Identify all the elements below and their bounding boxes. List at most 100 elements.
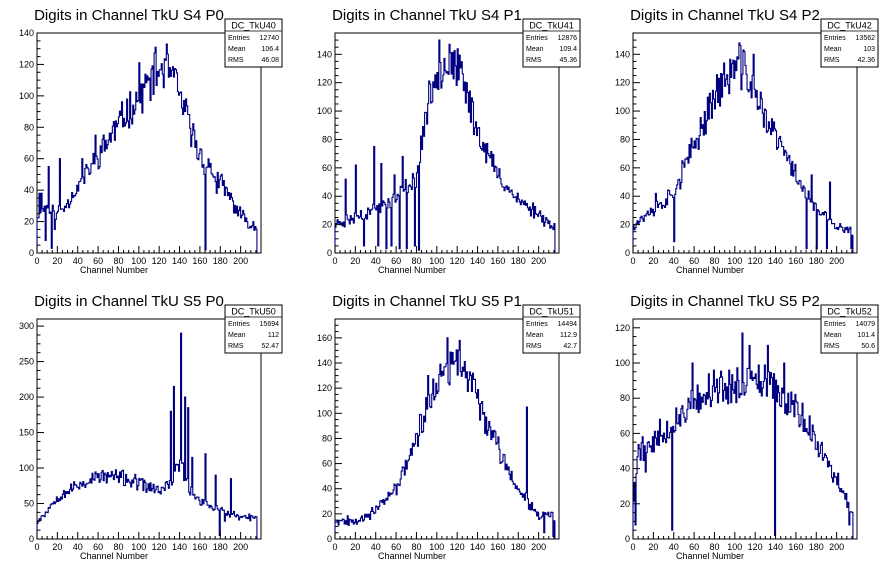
- stats-key: Mean: [228, 46, 246, 53]
- x-tick-label: 100: [131, 542, 146, 552]
- x-tick-label: 140: [768, 542, 783, 552]
- histogram-panel-2: Digits in Channel TkU S4 P2 0 20 40 60 80 100 1…: [615, 7, 879, 275]
- stats-box-frame: [224, 18, 283, 68]
- x-tick-label: 0: [630, 256, 635, 266]
- stats-box-frame: [820, 304, 879, 354]
- y-tick-label: 100: [615, 358, 630, 368]
- stats-box: DC_TkU42 Entries 13562 Mean 103 RMS 42.36: [820, 18, 879, 68]
- x-tick-label: 0: [630, 542, 635, 552]
- chart-title: Digits in Channel TkU S4 P0: [34, 7, 224, 24]
- x-tick-label: 60: [93, 542, 103, 552]
- stats-key: Entries: [526, 321, 548, 328]
- x-tick-label: 100: [429, 542, 444, 552]
- stats-key: Entries: [824, 35, 846, 42]
- y-tick-label: 250: [19, 357, 34, 367]
- x-tick-label: 200: [233, 256, 248, 266]
- x-tick-label: 40: [669, 542, 679, 552]
- x-tick-label: 180: [511, 542, 526, 552]
- x-tick-label: 160: [192, 256, 207, 266]
- stats-value: 12876: [558, 35, 578, 42]
- x-tick-label: 140: [470, 542, 485, 552]
- x-tick-label: 20: [648, 256, 658, 266]
- x-tick-label: 40: [669, 256, 679, 266]
- y-tick-label: 20: [620, 499, 630, 509]
- stats-value: 45.36: [559, 57, 577, 64]
- x-tick-label: 40: [371, 256, 381, 266]
- x-tick-label: 160: [788, 542, 803, 552]
- y-tick-label: 80: [24, 122, 34, 132]
- x-tick-label: 80: [113, 542, 123, 552]
- x-tick-label: 100: [727, 542, 742, 552]
- y-tick-label: 40: [24, 185, 34, 195]
- stats-box-name: DC_TkU52: [827, 307, 872, 317]
- y-tick-label: 100: [19, 463, 34, 473]
- x-tick-label: 0: [34, 542, 39, 552]
- x-tick-label: 160: [490, 542, 505, 552]
- histogram-panel-0: Digits in Channel TkU S4 P0 0 20 40 60 80 100 1…: [19, 7, 283, 275]
- x-tick-label: 160: [490, 256, 505, 266]
- histogram-series: [632, 332, 854, 539]
- y-tick-label: 140: [19, 28, 34, 38]
- stats-box: DC_TkU40 Entries 12740 Mean 106.4 RMS 46.08: [224, 18, 283, 68]
- y-tick-label: 60: [322, 163, 332, 173]
- y-tick-label: 120: [317, 78, 332, 88]
- stats-value: 42.36: [857, 57, 875, 64]
- y-tick-label: 0: [327, 534, 332, 544]
- x-tick-label: 120: [748, 256, 763, 266]
- stats-box: DC_TkU52 Entries 14079 Mean 101.4 RMS 50.6: [820, 304, 879, 354]
- stats-box-name: DC_TkU42: [827, 21, 872, 31]
- x-axis-label: Channel Number: [676, 551, 744, 561]
- stats-value: 112.9: [560, 332, 577, 339]
- stats-box-name: DC_TkU50: [231, 307, 276, 317]
- x-tick-label: 40: [73, 542, 83, 552]
- chart-title: Digits in Channel TkU S5 P1: [332, 293, 522, 310]
- y-tick-label: 40: [322, 191, 332, 201]
- y-tick-label: 60: [620, 428, 630, 438]
- y-tick-label: 100: [19, 91, 34, 101]
- stats-value: 106.4: [261, 46, 279, 53]
- stats-box-name: DC_TkU51: [529, 307, 574, 317]
- x-tick-label: 160: [192, 542, 207, 552]
- chart-title: Digits in Channel TkU S5 P2: [630, 293, 820, 310]
- stats-key: RMS: [526, 57, 542, 64]
- x-tick-label: 100: [727, 256, 742, 266]
- stats-value: 50.6: [861, 343, 875, 350]
- histogram-panel-4: Digits in Channel TkU S5 P1 0 20 40 60 80 100 1…: [317, 293, 581, 561]
- x-tick-label: 0: [34, 256, 39, 266]
- chart-title: Digits in Channel TkU S4 P2: [630, 7, 820, 24]
- y-tick-label: 300: [19, 321, 34, 331]
- x-tick-label: 80: [411, 542, 421, 552]
- stats-key: Entries: [526, 35, 548, 42]
- stats-key: RMS: [526, 343, 542, 350]
- y-tick-label: 40: [620, 191, 630, 201]
- stats-box-frame: [224, 304, 283, 354]
- y-tick-label: 150: [19, 428, 34, 438]
- stats-value: 13562: [856, 35, 876, 42]
- y-tick-label: 140: [615, 49, 630, 59]
- y-tick-label: 40: [322, 484, 332, 494]
- y-tick-label: 200: [19, 392, 34, 402]
- y-tick-label: 100: [317, 408, 332, 418]
- y-tick-label: 20: [24, 217, 34, 227]
- x-tick-label: 180: [809, 256, 824, 266]
- y-tick-label: 140: [317, 358, 332, 368]
- stats-value: 42.7: [563, 343, 577, 350]
- x-axis-label: Channel Number: [676, 265, 744, 275]
- y-tick-label: 0: [29, 534, 34, 544]
- y-tick-label: 50: [24, 499, 34, 509]
- x-tick-label: 120: [152, 256, 167, 266]
- stats-value: 112: [268, 332, 279, 339]
- histogram-series: [334, 337, 556, 539]
- y-tick-label: 0: [29, 248, 34, 258]
- x-tick-label: 180: [511, 256, 526, 266]
- stats-box: DC_TkU51 Entries 14494 Mean 112.9 RMS 42.7: [522, 304, 581, 354]
- y-tick-label: 120: [317, 383, 332, 393]
- y-tick-label: 80: [322, 134, 332, 144]
- x-tick-label: 180: [213, 542, 228, 552]
- x-tick-label: 120: [748, 542, 763, 552]
- x-tick-label: 20: [52, 542, 62, 552]
- y-tick-label: 60: [24, 154, 34, 164]
- y-tick-label: 120: [615, 78, 630, 88]
- y-tick-label: 0: [625, 534, 630, 544]
